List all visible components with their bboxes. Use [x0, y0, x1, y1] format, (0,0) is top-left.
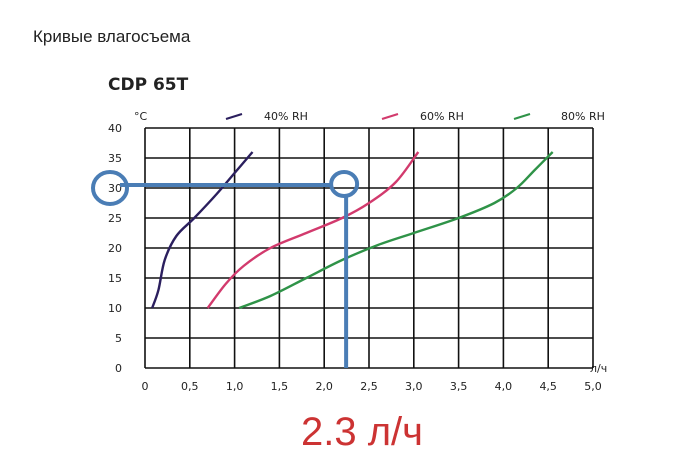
- series-line: [151, 151, 254, 309]
- legend-entry: 80% RH: [561, 110, 605, 123]
- series-line: [238, 151, 554, 310]
- series-line: [206, 151, 420, 309]
- y-tick-label: 40: [108, 122, 122, 135]
- y-tick-label: 20: [108, 242, 122, 255]
- y-tick-label: 25: [108, 212, 122, 225]
- legend-swatch: [381, 112, 399, 121]
- x-tick-label: 5,0: [584, 380, 602, 393]
- legend-swatch: [513, 112, 531, 121]
- x-tick-label: 2,0: [315, 380, 333, 393]
- legend: 40% RH 60% RH 80% RH: [225, 110, 605, 123]
- x-tick-label: 2,5: [360, 380, 378, 393]
- chart-title: CDP 65T: [108, 75, 189, 95]
- y-tick-label: 5: [115, 332, 122, 345]
- y-tick-label: 15: [108, 272, 122, 285]
- x-tick-label: 3,5: [450, 380, 468, 393]
- x-tick-label: 0,5: [181, 380, 199, 393]
- y-tick-label: 30: [108, 182, 122, 195]
- x-tick-label: 1,5: [271, 380, 289, 393]
- x-tick-label: 1,0: [226, 380, 244, 393]
- x-tick-label: 0: [142, 380, 149, 393]
- series-lines: [151, 151, 554, 310]
- y-tick-label: 0: [115, 362, 122, 375]
- highlight-circle-axis: [91, 170, 129, 206]
- tick-labels: 0 0,5 1,0 1,5 2,0 2,5 3,0 3,5 4,0 4,5 5,0 0 5 10 15 20 2…: [108, 122, 602, 393]
- page-title: Кривые влагосъема: [33, 27, 191, 46]
- x-tick-label: 3,0: [405, 380, 423, 393]
- highlight-circle-intersection: [329, 170, 360, 198]
- legend-entry: 40% RH: [264, 110, 308, 123]
- y-tick-label: 35: [108, 152, 122, 165]
- legend-entry: 60% RH: [420, 110, 464, 123]
- x-tick-label: 4,5: [539, 380, 557, 393]
- y-tick-label: 10: [108, 302, 122, 315]
- legend-swatch: [225, 112, 243, 121]
- reading-annotation: [91, 170, 360, 368]
- x-tick-label: 4,0: [495, 380, 513, 393]
- result-label: 2.3 л/ч: [301, 410, 423, 454]
- grid: [144, 127, 594, 369]
- x-axis-label: л/ч: [590, 362, 607, 375]
- y-axis-label: °C: [134, 110, 148, 123]
